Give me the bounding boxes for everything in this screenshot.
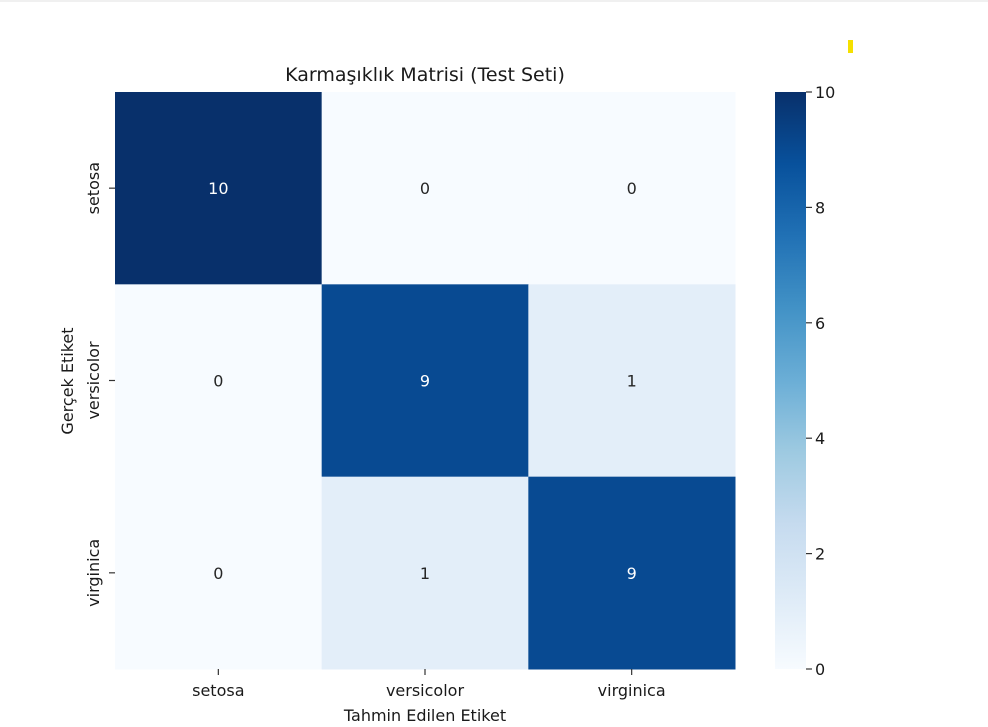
cell-value-label: 9 (627, 564, 637, 583)
yellow-marker (848, 40, 853, 53)
colorbar-tick-label: 0 (815, 660, 825, 679)
heatmap-cell (115, 284, 323, 478)
cell-value-label: 0 (420, 179, 430, 198)
cell-value-label: 1 (420, 564, 430, 583)
cell-value-label: 0 (213, 372, 223, 391)
heatmap-cell (115, 476, 323, 670)
x-axis-label: Tahmin Edilen Etiket (343, 706, 506, 725)
colorbar-tick-label: 8 (815, 198, 825, 217)
colorbar-tick-label: 6 (815, 314, 825, 333)
heatmap-cell (528, 476, 736, 670)
heatmap-cell (115, 92, 323, 285)
colorbar-tick-label: 4 (815, 429, 825, 448)
cell-value-label: 0 (627, 179, 637, 198)
cell-value-label: 9 (420, 372, 430, 391)
heatmap-cell (321, 92, 529, 285)
colorbar (775, 92, 806, 669)
cell-value-label: 1 (627, 372, 637, 391)
heatmap-cell (528, 92, 736, 285)
y-tick-label: versicolor (84, 341, 103, 419)
y-tick-label: virginica (84, 539, 103, 607)
cell-value-label: 10 (208, 179, 228, 198)
top-border-line (0, 0, 988, 2)
x-tick-label: setosa (192, 681, 244, 700)
colorbar-tick-label: 2 (815, 545, 825, 564)
colorbar-tick-label: 10 (815, 83, 835, 102)
heatmap-cell (321, 284, 529, 478)
x-tick-label: virginica (598, 681, 666, 700)
y-axis-label: Gerçek Etiket (58, 327, 77, 434)
cell-value-label: 0 (213, 564, 223, 583)
heatmap-cell (528, 284, 736, 478)
x-tick-label: versicolor (386, 681, 464, 700)
chart-title: Karmaşıklık Matrisi (Test Seti) (285, 64, 565, 86)
y-tick-label: setosa (84, 162, 103, 214)
heatmap-cell (321, 476, 529, 670)
